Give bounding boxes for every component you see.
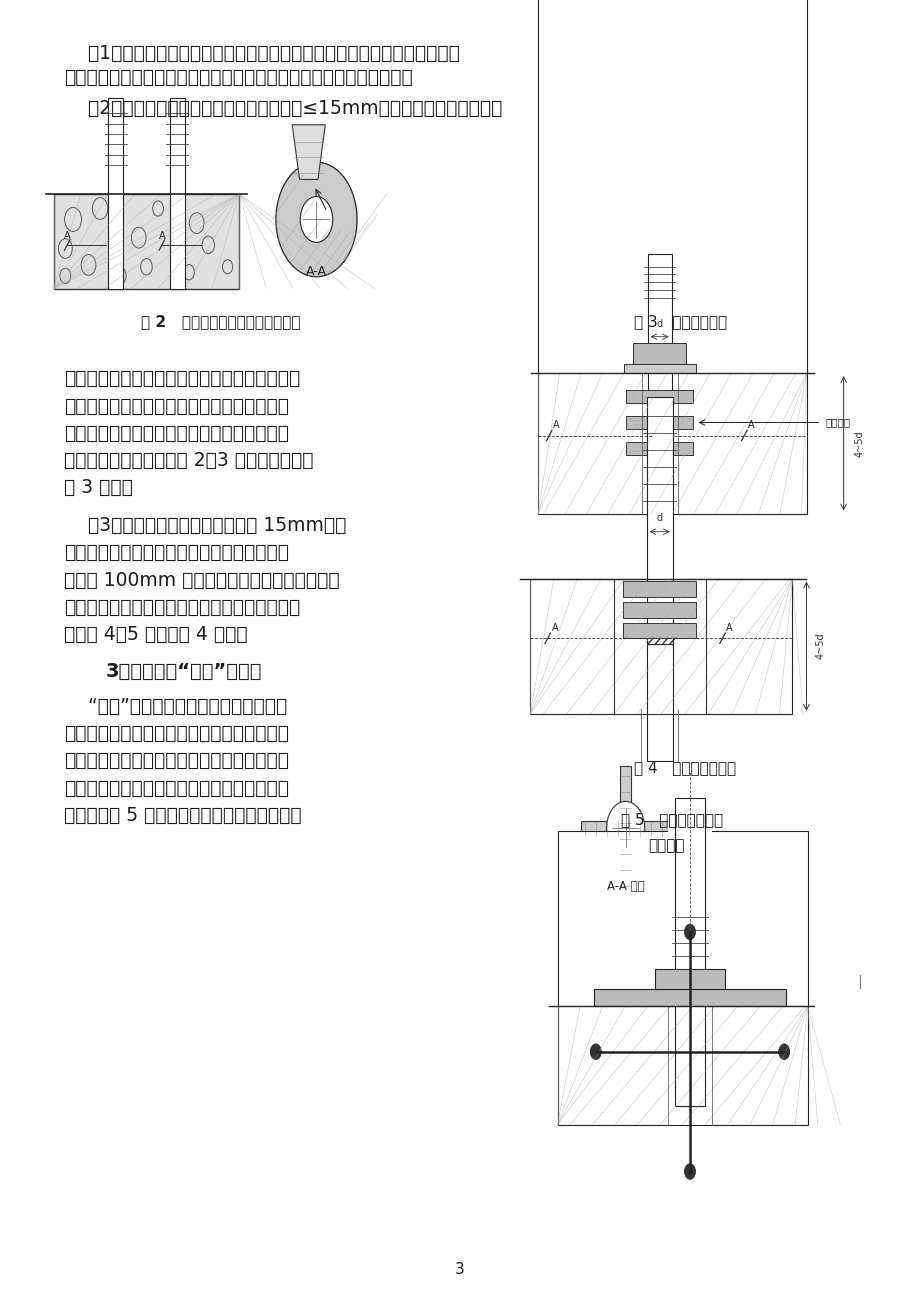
Text: A: A xyxy=(552,420,560,430)
Bar xyxy=(626,390,692,403)
Bar xyxy=(622,581,696,597)
Text: d: d xyxy=(656,512,662,523)
Bar xyxy=(538,0,806,514)
Bar xyxy=(641,708,677,760)
Bar xyxy=(594,989,785,1006)
Circle shape xyxy=(276,162,357,277)
Bar xyxy=(647,254,671,514)
Bar xyxy=(170,98,185,289)
Text: 能用加热拉长，可在螺栓周围开一个深坑，在: 能用加热拉长，可在螺栓周围开一个深坑，在 xyxy=(64,543,289,563)
Text: 图 3 所示。: 图 3 所示。 xyxy=(64,478,133,498)
Bar xyxy=(581,822,669,836)
Text: 图 4   地脚螺栓的接长: 图 4 地脚螺栓的接长 xyxy=(633,760,736,776)
Bar xyxy=(529,578,791,714)
Bar xyxy=(641,0,676,514)
Text: 长些，拉长部分必须焊上 2～3 块钔板加固，如: 长些，拉长部分必须焊上 2～3 块钔板加固，如 xyxy=(64,451,313,471)
Text: 图 3   地脚螺栓拉长: 图 3 地脚螺栓拉长 xyxy=(633,315,727,330)
Text: 处理方法: 处理方法 xyxy=(648,838,685,854)
Text: 3: 3 xyxy=(455,1261,464,1277)
Bar xyxy=(667,818,711,1124)
Text: 螺栓拷红，在螺杆上套上一段钔管，垫上垫圈，: 螺栓拷红，在螺杆上套上一段钔管，垫上垫圈， xyxy=(64,369,301,389)
Bar xyxy=(53,194,239,289)
Text: d: d xyxy=(656,318,662,329)
Circle shape xyxy=(606,801,644,855)
Bar xyxy=(626,442,692,455)
Text: 备安装精度受到影响。要想排除这种现象，须: 备安装精度受到影响。要想排除这种现象，须 xyxy=(64,751,289,771)
Circle shape xyxy=(684,924,695,940)
Text: A: A xyxy=(747,420,754,430)
Text: （1）若地脚螺栓过高，可割去一部分，再套上丝扣，不允许用增加夸圈数: （1）若地脚螺栓过高，可割去一部分，再套上丝扣，不允许用增加夸圈数 xyxy=(64,44,460,64)
Bar xyxy=(108,98,123,289)
Text: 4~5d: 4~5d xyxy=(854,430,864,456)
Bar xyxy=(654,968,724,989)
Bar xyxy=(675,798,704,1106)
Text: 戴上螺母并拧紧，借拧紧螺母的力量将螺杆拷: 戴上螺母并拧紧，借拧紧螺母的力量将螺杆拷 xyxy=(64,396,289,416)
Text: 直径的 4～5 倍，如图 4 所示。: 直径的 4～5 倍，如图 4 所示。 xyxy=(64,625,248,645)
Bar xyxy=(646,396,672,644)
Circle shape xyxy=(590,1044,601,1060)
Text: （2）若地脚螺栓高度不够而偏差又不大（≤15mm），可用氧乙炙焋将地脚: （2）若地脚螺栓高度不够而偏差又不大（≤15mm），可用氧乙炙焋将地脚 xyxy=(64,99,502,118)
Bar xyxy=(557,831,807,1124)
Text: 4~5d: 4~5d xyxy=(815,633,824,659)
Text: A: A xyxy=(550,623,558,633)
Text: 的钔筋如图 5 所示，然后补灌混凝土。待混凝: 的钔筋如图 5 所示，然后补灌混凝土。待混凝 xyxy=(64,806,301,826)
Text: 3．地脚螺栓“活拔”的排除: 3．地脚螺栓“活拔”的排除 xyxy=(106,662,262,681)
Text: “活拔”是指拧紧地脚螺栓时用力过大，: “活拔”是指拧紧地脚螺栓时用力过大， xyxy=(64,697,288,716)
Bar xyxy=(613,578,705,714)
Text: （3）如果地脚螺栓低的数值超过 15mm，不: （3）如果地脚螺栓低的数值超过 15mm，不 xyxy=(64,516,346,536)
Bar xyxy=(622,602,696,617)
Text: 工的螺杆并用钔板或圆钔加固加固长度应为螺栓: 工的螺杆并用钔板或圆钔加固加固长度应为螺栓 xyxy=(64,598,301,618)
Bar xyxy=(632,343,686,364)
Text: 将地脚螺栓从基础中拔出来。这种现象会使设: 将地脚螺栓从基础中拔出来。这种现象会使设 xyxy=(64,724,289,744)
Text: A-A: A-A xyxy=(306,265,326,278)
Text: 图 5   地脚螺栓松动的: 图 5 地脚螺栓松动的 xyxy=(620,812,722,828)
Text: 图 2   大直径地脚螺栓偏差处理方法: 图 2 大直径地脚螺栓偏差处理方法 xyxy=(141,315,301,330)
Polygon shape xyxy=(292,125,325,179)
Text: A-A 放大: A-A 放大 xyxy=(607,880,643,893)
Text: 将螺栓腰部混凝土凿去，在螺杆上焊两条交叉: 将螺栓腰部混凝土凿去，在螺杆上焊两条交叉 xyxy=(64,779,289,798)
Bar xyxy=(623,364,695,373)
Circle shape xyxy=(300,196,333,242)
Circle shape xyxy=(777,1044,789,1060)
Text: 距底面 100mm 处将螺杆割断，另焊上一根新加: 距底面 100mm 处将螺杆割断，另焊上一根新加 xyxy=(64,571,340,590)
Text: 量和厚度的办法来处理。套丝时，要注意防止油类滴到混凝土基础上。: 量和厚度的办法来处理。套丝时，要注意防止油类滴到混凝土基础上。 xyxy=(64,68,413,87)
Text: A: A xyxy=(63,231,71,240)
Bar xyxy=(646,644,672,760)
Text: A: A xyxy=(158,231,165,240)
Bar xyxy=(619,766,630,890)
Text: A: A xyxy=(725,623,732,633)
Bar xyxy=(626,416,692,429)
Bar xyxy=(622,623,696,638)
Circle shape xyxy=(684,1164,695,1179)
Text: 红部分拉长，此时注意拷红的螺杆部分应尽量: 红部分拉长，此时注意拷红的螺杆部分应尽量 xyxy=(64,424,289,443)
Text: 加固钢板: 加固钢板 xyxy=(824,417,849,428)
